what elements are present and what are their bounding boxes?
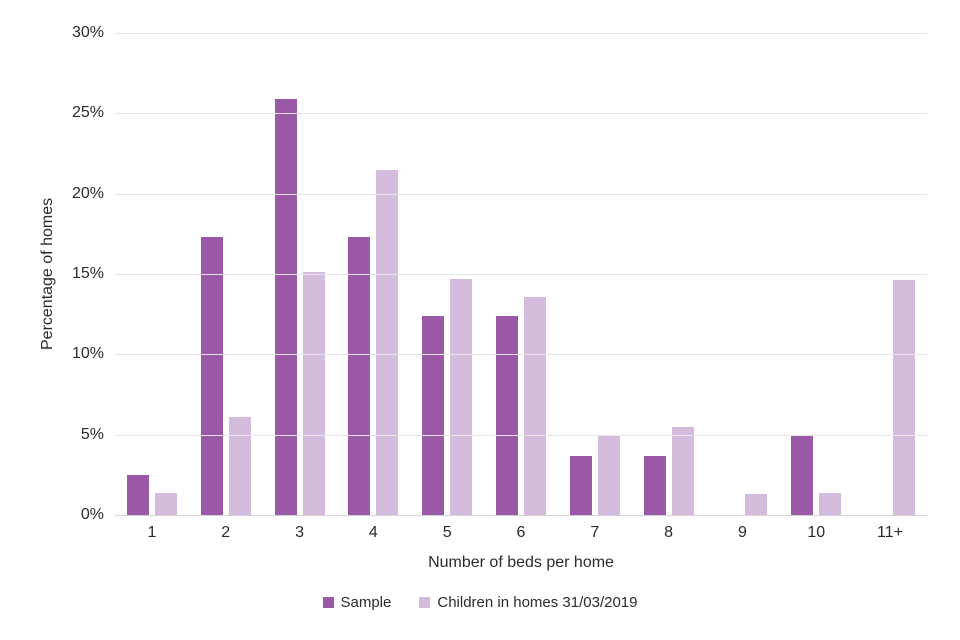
bar-group-1 <box>115 33 189 515</box>
gridline-15 <box>115 274 927 275</box>
bar-group-3 <box>263 33 337 515</box>
y-tick-label-10: 10% <box>71 345 104 363</box>
legend-item-sample: Sample <box>322 594 392 611</box>
bar-children-in-homes-31-03-2019-10 <box>819 492 842 515</box>
bar-group-11 <box>853 33 927 515</box>
bar-group-10 <box>779 33 853 515</box>
bar-sample-8 <box>643 455 666 515</box>
x-tick-label-9: 9 <box>737 524 747 541</box>
y-tick-label-15: 15% <box>71 265 104 282</box>
x-tick-label-3: 3 <box>295 524 304 541</box>
x-tick-label-5: 5 <box>442 524 452 541</box>
x-tick-label-8: 8 <box>664 524 674 541</box>
legend-item-children-in-homes-31-03-2019: Children in homes 31/03/2019 <box>419 594 638 611</box>
bar-sample-3 <box>274 98 297 515</box>
x-tick-label-6: 6 <box>516 524 526 541</box>
x-tick-label-2: 2 <box>221 524 231 541</box>
bar-sample-2 <box>200 237 223 515</box>
bar-children-in-homes-31-03-2019-9 <box>745 494 768 515</box>
y-axis-ticks: 0% 5% 10% 15% 20% 25% 30% <box>0 24 104 523</box>
y-tick-label-0: 0% <box>80 506 104 523</box>
x-axis-ticks: 1 2 3 4 5 6 7 8 9 10 11+ <box>115 524 927 542</box>
bar-children-in-homes-31-03-2019-11 <box>893 280 916 515</box>
bar-group-2 <box>189 33 263 515</box>
y-tick-label-5: 5% <box>80 425 104 443</box>
gridline-20 <box>115 193 927 195</box>
x-tick-label-11: 11+ <box>877 524 903 541</box>
bar-children-in-homes-31-03-2019-6 <box>523 296 546 515</box>
x-tick-label-7: 7 <box>590 524 600 541</box>
legend-label-children-in-homes-31-03-2019: Children in homes 31/03/2019 <box>437 594 638 611</box>
legend: Sample Children in homes 31/03/2019 <box>0 594 960 611</box>
gridline-30 <box>115 33 927 34</box>
x-tick-label-4: 4 <box>368 524 378 541</box>
legend-label-sample: Sample <box>340 594 392 611</box>
bar-group-9 <box>706 33 780 515</box>
bar-sample-6 <box>495 315 518 515</box>
bar-group-7 <box>558 33 632 515</box>
gridline-10 <box>115 354 927 356</box>
bar-children-in-homes-31-03-2019-7 <box>597 436 620 515</box>
bar-groups <box>115 33 927 515</box>
bar-children-in-homes-31-03-2019-5 <box>450 278 473 515</box>
y-tick-label-30: 30% <box>71 24 104 41</box>
plot-area <box>115 33 927 516</box>
x-axis-title: Number of beds per home <box>428 554 614 571</box>
gridline-5 <box>115 434 927 436</box>
bar-group-6 <box>484 33 558 515</box>
bar-children-in-homes-31-03-2019-3 <box>302 272 325 515</box>
bar-sample-1 <box>126 474 149 515</box>
y-tick-label-20: 20% <box>71 184 104 202</box>
bar-sample-7 <box>569 455 592 515</box>
bar-group-8 <box>632 33 706 515</box>
x-tick-label-10: 10 <box>807 524 826 541</box>
bar-group-5 <box>410 33 484 515</box>
bar-children-in-homes-31-03-2019-4 <box>376 169 399 515</box>
bar-sample-4 <box>348 237 371 515</box>
bar-sample-10 <box>791 434 814 515</box>
x-tick-label-1: 1 <box>147 524 157 541</box>
bar-children-in-homes-31-03-2019-1 <box>154 492 177 515</box>
bar-children-in-homes-31-03-2019-2 <box>228 417 251 515</box>
gridline-25 <box>115 113 927 115</box>
legend-swatch-sample <box>322 597 334 608</box>
bar-children-in-homes-31-03-2019-8 <box>671 426 694 515</box>
legend-swatch-children-in-homes-31-03-2019 <box>419 597 431 608</box>
y-tick-label-25: 25% <box>71 104 104 122</box>
bar-group-4 <box>336 33 410 515</box>
bar-sample-5 <box>422 315 445 515</box>
